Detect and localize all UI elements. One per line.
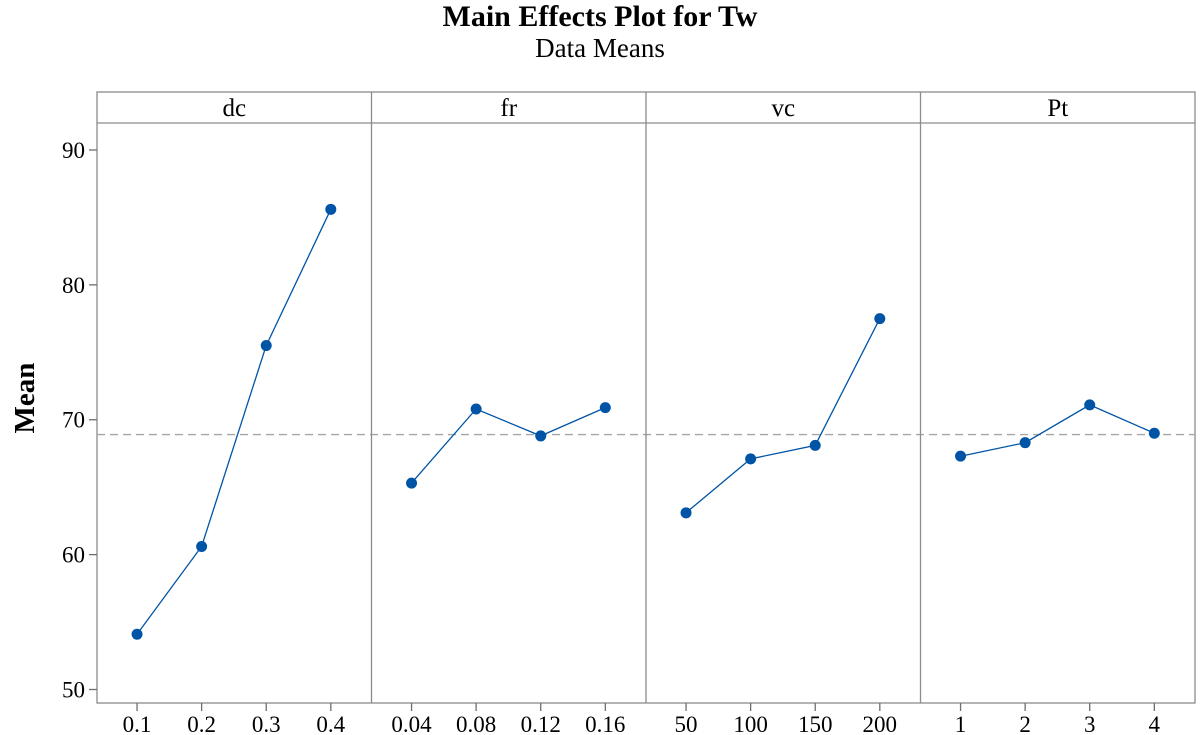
data-point-dc-0 bbox=[131, 628, 143, 640]
y-tick-label-50: 50 bbox=[62, 678, 85, 703]
panel-label-vc: vc bbox=[771, 95, 795, 122]
series-line-dc bbox=[136, 209, 332, 635]
y-axis-label: Mean bbox=[9, 363, 41, 434]
series-line-Pt bbox=[960, 404, 1155, 457]
data-point-Pt-1 bbox=[1019, 437, 1031, 449]
x-tick-label-Pt-1: 2 bbox=[1019, 712, 1031, 735]
x-tick-label-vc-1: 100 bbox=[733, 712, 768, 735]
panel-label-Pt: Pt bbox=[1047, 95, 1068, 122]
data-point-vc-3 bbox=[874, 313, 886, 325]
x-tick-label-vc-2: 150 bbox=[798, 712, 833, 735]
data-point-dc-1 bbox=[196, 541, 208, 553]
data-point-Pt-0 bbox=[955, 450, 967, 462]
x-tick-label-fr-0: 0.04 bbox=[391, 712, 432, 735]
x-tick-label-dc-0: 0.1 bbox=[123, 712, 152, 735]
y-tick-label-80: 80 bbox=[62, 273, 85, 298]
x-tick-label-vc-0: 50 bbox=[675, 712, 698, 735]
panel-label-dc: dc bbox=[222, 95, 246, 122]
y-tick-label-70: 70 bbox=[62, 408, 85, 433]
data-point-fr-2 bbox=[535, 430, 547, 442]
x-tick-label-Pt-0: 1 bbox=[955, 712, 967, 735]
x-tick-label-Pt-3: 4 bbox=[1149, 712, 1161, 735]
chart-subtitle: Data Means bbox=[535, 33, 665, 63]
data-point-vc-1 bbox=[745, 453, 757, 465]
data-point-vc-2 bbox=[809, 439, 821, 451]
panel-label-fr: fr bbox=[500, 95, 517, 122]
series-line-vc bbox=[685, 318, 881, 514]
x-tick-label-fr-1: 0.08 bbox=[456, 712, 496, 735]
chart-title: Main Effects Plot for Tw bbox=[443, 0, 758, 33]
x-tick-label-dc-1: 0.2 bbox=[187, 712, 216, 735]
x-tick-label-dc-2: 0.3 bbox=[252, 712, 281, 735]
data-point-fr-3 bbox=[599, 402, 611, 414]
x-tick-label-fr-2: 0.12 bbox=[521, 712, 561, 735]
data-point-fr-0 bbox=[406, 477, 418, 489]
x-tick-label-dc-3: 0.4 bbox=[316, 712, 345, 735]
x-tick-label-Pt-2: 3 bbox=[1084, 712, 1096, 735]
x-tick-label-vc-3: 200 bbox=[863, 712, 898, 735]
x-tick-label-fr-3: 0.16 bbox=[585, 712, 625, 735]
data-point-vc-0 bbox=[680, 507, 692, 519]
series-line-fr bbox=[411, 407, 606, 484]
data-point-Pt-2 bbox=[1084, 399, 1096, 411]
data-point-fr-1 bbox=[470, 403, 482, 415]
data-point-dc-3 bbox=[325, 203, 337, 215]
y-tick-label-60: 60 bbox=[62, 543, 85, 568]
data-point-dc-2 bbox=[260, 340, 272, 352]
data-point-Pt-3 bbox=[1148, 427, 1160, 439]
y-tick-label-90: 90 bbox=[62, 138, 85, 163]
plot-area: 50 60 70 80 90 dc 0.1 0.2 0.3 0.4 fr 0.04 0.08 0.12 0.… bbox=[62, 91, 1196, 735]
